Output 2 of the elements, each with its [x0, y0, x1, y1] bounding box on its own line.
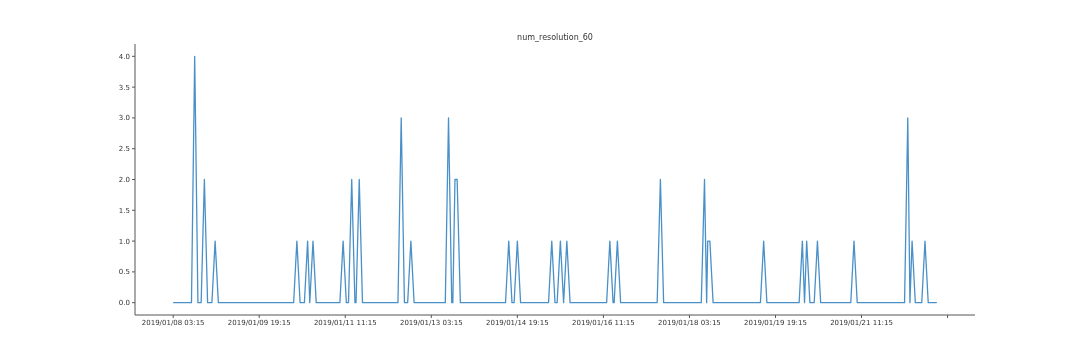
chart-title: num_resolution_60 — [516, 33, 594, 42]
line-series — [172, 55, 938, 304]
